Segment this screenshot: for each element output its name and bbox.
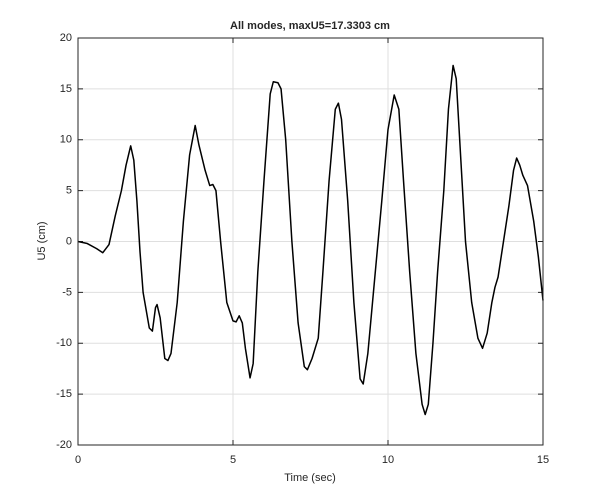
y-tick-label: 20	[60, 32, 72, 44]
axes-box	[77, 37, 544, 446]
y-tick-label: -20	[56, 439, 72, 451]
x-tick-label: 5	[230, 454, 236, 466]
chart-title: All modes, maxU5=17.3303 cm	[230, 20, 390, 32]
data-line	[77, 64, 544, 416]
y-tick-label: 10	[60, 134, 72, 146]
x-tick-label: 10	[382, 454, 394, 466]
x-tick-label: 15	[537, 454, 549, 466]
y-tick-label: -15	[56, 388, 72, 400]
x-tick-label: 0	[75, 454, 81, 466]
y-tick-label: -10	[56, 337, 72, 349]
x-axis-label: Time (sec)	[284, 472, 336, 484]
y-tick-label: 15	[60, 83, 72, 95]
y-tick-label: 0	[66, 235, 72, 247]
y-tick-label: 5	[66, 185, 72, 197]
y-tick-label: -5	[62, 286, 72, 298]
y-axis-label: U5 (cm)	[36, 221, 48, 260]
